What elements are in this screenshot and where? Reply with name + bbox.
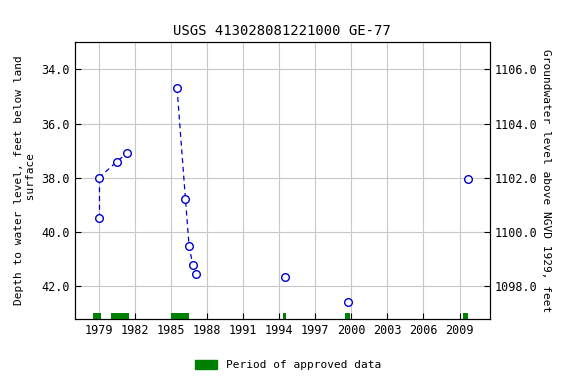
Bar <box>346 313 350 319</box>
Y-axis label: Groundwater level above NGVD 1929, feet: Groundwater level above NGVD 1929, feet <box>541 49 551 312</box>
Bar <box>171 313 189 319</box>
Title: USGS 413028081221000 GE-77: USGS 413028081221000 GE-77 <box>173 24 391 38</box>
Bar <box>463 313 468 319</box>
Bar <box>283 313 286 319</box>
Bar <box>93 313 101 319</box>
Bar <box>111 313 129 319</box>
Y-axis label: Depth to water level, feet below land
 surface: Depth to water level, feet below land su… <box>14 56 36 305</box>
Legend: Period of approved data: Period of approved data <box>191 356 385 375</box>
